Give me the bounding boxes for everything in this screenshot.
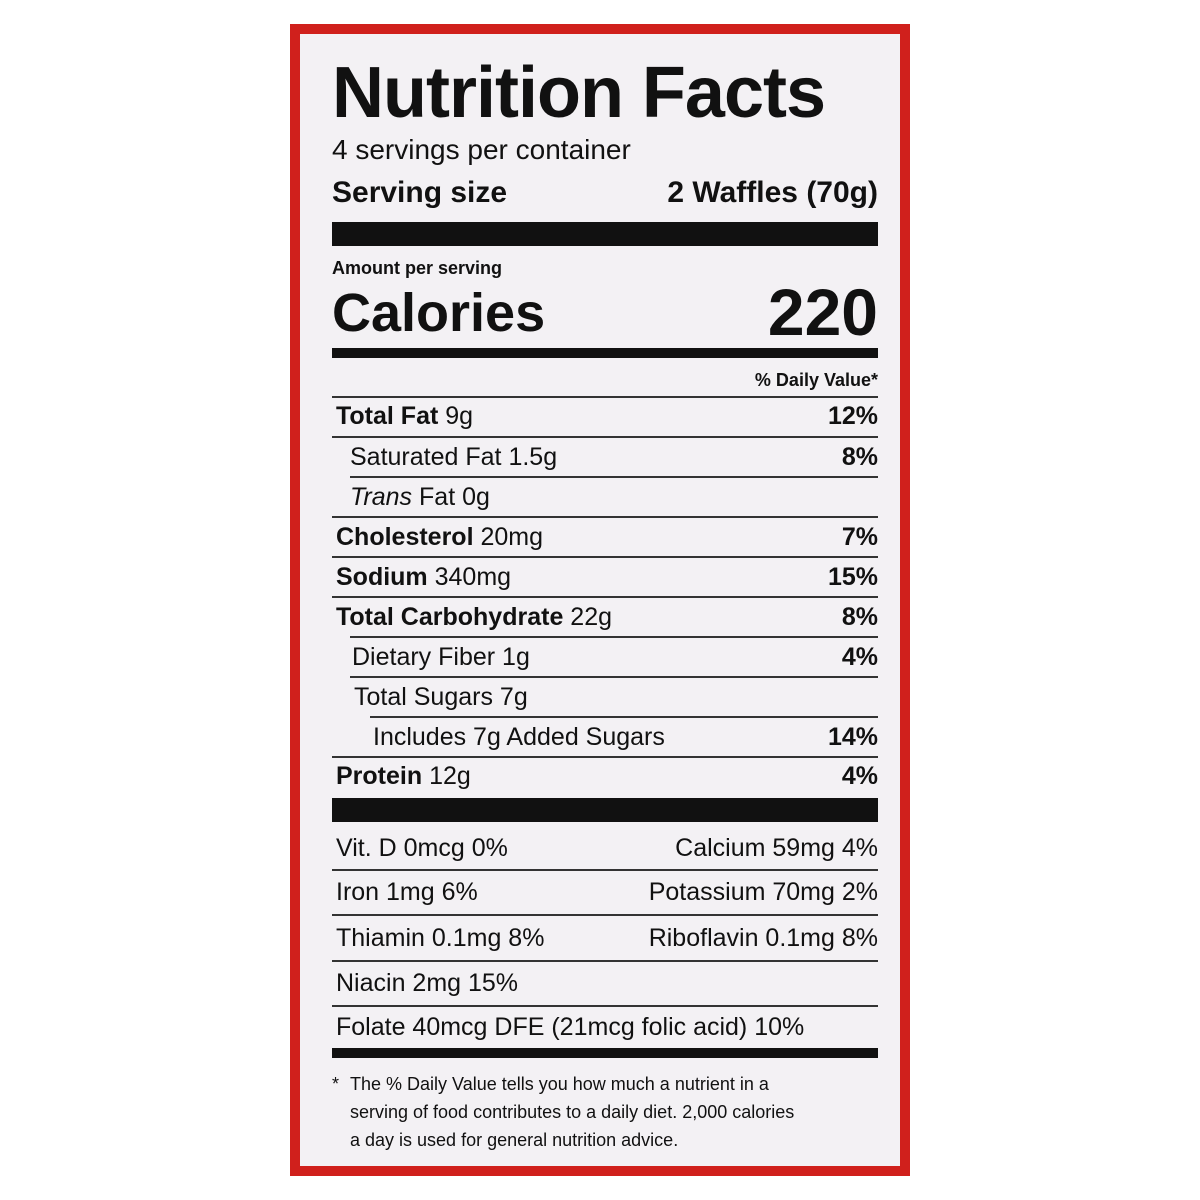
nutrient-dv: 14% — [827, 722, 878, 751]
vitamin-row: Iron 1mg 6% Potassium 70mg 2% — [336, 872, 878, 912]
rule — [332, 516, 878, 518]
medium-bar — [332, 348, 878, 358]
nutrient-name: Total Sugars — [354, 682, 493, 711]
nutrient-amount: 12g — [429, 761, 471, 790]
nutrient-amount: 20mg — [480, 522, 544, 551]
nutrient-row: Cholesterol 20mg 7% — [336, 517, 878, 557]
vitamin: Thiamin 0.1mg 8% — [336, 923, 545, 952]
serving-size-value: 2 Waffles (70g) — [667, 176, 878, 209]
nutrient-name: Fat — [419, 482, 456, 511]
footnote-line: serving of food contributes to a daily d… — [350, 1102, 795, 1122]
rule — [332, 960, 878, 962]
rule — [350, 476, 878, 478]
nutrition-label: Nutrition Facts 4 servings per container… — [300, 34, 900, 1166]
nutrient-name: Cholesterol — [336, 522, 474, 551]
nutrient-amount: 1g — [502, 642, 530, 671]
nutrient-name: Protein — [336, 761, 423, 790]
footnote-line: The % Daily Value tells you how much a n… — [350, 1074, 769, 1094]
nutrient-amount: 7g — [499, 682, 528, 711]
footnote: * The % Daily Value tells you how much a… — [332, 1070, 878, 1154]
thick-bar — [332, 798, 878, 822]
nutrient-row: Saturated Fat 1.5g 8% — [350, 437, 878, 477]
nutrient-dv: 15% — [827, 562, 878, 591]
rule — [370, 716, 878, 718]
nutrient-name: Sodium — [336, 562, 428, 591]
vitamin: Potassium 70mg 2% — [648, 877, 878, 906]
vitamin: Riboflavin 0.1mg 8% — [648, 923, 878, 952]
rule — [332, 756, 878, 758]
nutrient-name: Saturated Fat — [350, 442, 502, 471]
vitamin: Iron 1mg 6% — [336, 877, 478, 906]
serving-size: Serving size 2 Waffles (70g) — [332, 176, 878, 210]
nutrient-dv: 4% — [841, 642, 878, 671]
nutrient-row: Protein 12g 4% — [336, 756, 878, 796]
vitamin-row: Folate 40mcg DFE (21mcg folic acid) 10% — [336, 1007, 878, 1047]
vitamin-row: Thiamin 0.1mg 8% Riboflavin 0.1mg 8% — [336, 918, 878, 958]
amount-per-serving: Amount per serving — [332, 258, 503, 278]
vitamin-row: Niacin 2mg 15% — [336, 963, 878, 1003]
nutrient-dv: 7% — [841, 522, 878, 551]
nutrient-row: Total Fat 9g 12% — [336, 396, 878, 436]
calories-label: Calories — [332, 283, 546, 343]
dv-header: % Daily Value* — [754, 370, 878, 390]
rule — [350, 676, 878, 678]
nutrient-amount: 1.5g — [508, 442, 558, 471]
nutrient-name: Total Fat — [336, 401, 439, 430]
nutrient-row: Sodium 340mg 15% — [336, 557, 878, 597]
nutrient-dv: 12% — [827, 401, 878, 430]
vitamin: Vit. D 0mcg 0% — [336, 833, 508, 862]
label-border: Nutrition Facts 4 servings per container… — [290, 24, 910, 1176]
nutrient-dv: 8% — [841, 442, 878, 471]
title: Nutrition Facts — [332, 53, 826, 133]
medium-bar — [332, 1048, 878, 1058]
nutrient-row: Dietary Fiber 1g 4% — [352, 637, 878, 677]
nutrient-row: Includes 7g Added Sugars 14% — [373, 717, 878, 757]
nutrient-name: Dietary Fiber — [352, 642, 496, 671]
nutrient-row: Total Carbohydrate 22g 8% — [336, 597, 878, 637]
rule — [332, 596, 878, 598]
nutrient-name: Total Carbohydrate — [336, 602, 564, 631]
nutrient-amount: 0g — [462, 482, 490, 511]
servings: 4 servings per container — [332, 134, 631, 165]
nutrient-name: Includes 7g Added Sugars — [373, 722, 665, 751]
calories: Calories 220 — [332, 275, 878, 350]
nutrient-dv: 8% — [841, 602, 878, 631]
nutrient-name-italic: Trans — [350, 482, 413, 511]
rule — [332, 396, 878, 398]
serving-size-label: Serving size — [332, 176, 508, 209]
rule — [350, 636, 878, 638]
nutrient-row: Total Sugars 7g — [354, 677, 878, 717]
footnote-line: a day is used for general nutrition advi… — [350, 1130, 679, 1150]
nutrient-amount: 340mg — [434, 562, 512, 591]
nutrient-dv: 4% — [841, 761, 878, 790]
rule — [332, 436, 878, 438]
thick-bar — [332, 222, 878, 246]
vitamin-row: Vit. D 0mcg 0% Calcium 59mg 4% — [336, 828, 878, 868]
vitamin: Niacin 2mg 15% — [336, 968, 519, 997]
rule — [332, 556, 878, 558]
nutrient-amount: 22g — [570, 602, 613, 631]
rule — [332, 914, 878, 916]
calories-value: 220 — [767, 275, 878, 349]
rule — [332, 1005, 878, 1007]
vitamin: Calcium 59mg 4% — [675, 833, 878, 862]
footnote-mark: * — [332, 1074, 340, 1094]
vitamin: Folate 40mcg DFE (21mcg folic acid) 10% — [336, 1012, 805, 1041]
rule — [332, 869, 878, 871]
nutrient-row: Trans Fat 0g — [350, 477, 878, 517]
nutrient-amount: 9g — [445, 401, 474, 430]
